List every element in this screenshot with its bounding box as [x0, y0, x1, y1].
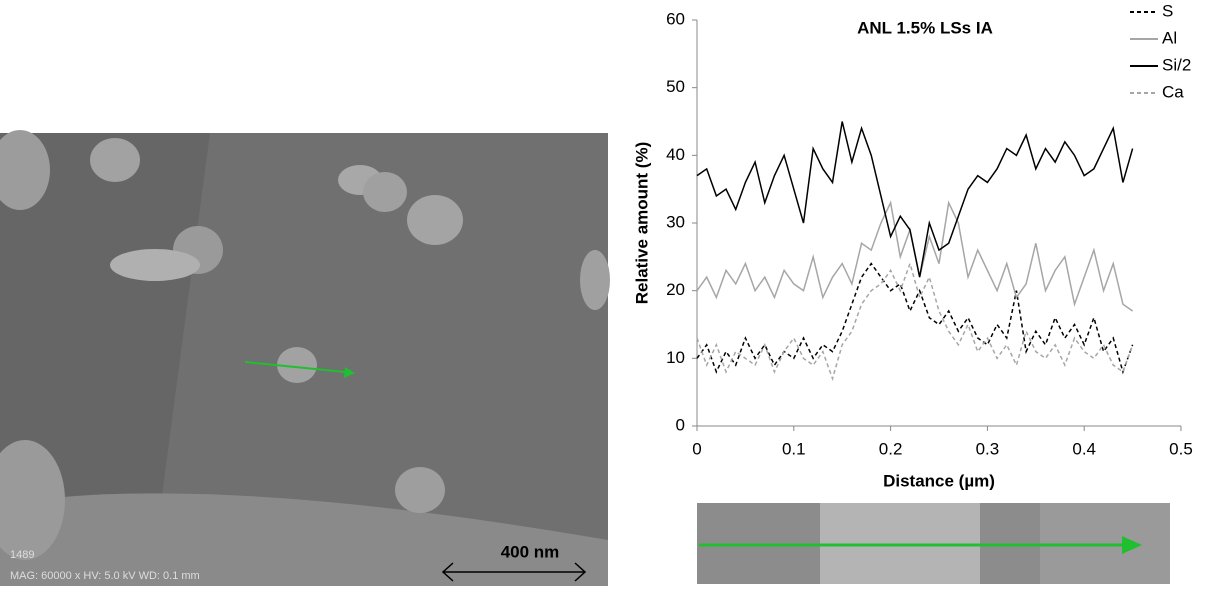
legend-label: S: [1162, 1, 1173, 20]
legend-label: Ca: [1162, 82, 1184, 101]
x-tick-label: 0: [692, 439, 701, 458]
y-tick-label: 40: [666, 145, 685, 164]
data-line: [696, 261, 1134, 382]
x-tick-label: 0.3: [976, 439, 1000, 458]
y-tick-label: 30: [666, 212, 685, 231]
y-tick-label: 50: [666, 77, 685, 96]
y-tick-label: 20: [666, 280, 685, 299]
line-scan-image: [697, 503, 1170, 584]
image-id: 1489: [10, 549, 34, 561]
legend-label: Al: [1162, 28, 1177, 47]
y-axis-label: Relative amount (%): [632, 142, 651, 304]
x-tick-label: 0.4: [1072, 439, 1096, 458]
x-tick-label: 0.2: [879, 439, 903, 458]
y-tick-label: 0: [676, 415, 685, 434]
x-tick-label: 0.5: [1169, 439, 1193, 458]
sem-image: 1489 MAG: 60000 x HV: 5.0 kV WD: 0.1 mm …: [0, 130, 610, 586]
x-tick-label: 0.1: [782, 439, 806, 458]
image-info: MAG: 60000 x HV: 5.0 kV WD: 0.1 mm: [10, 570, 200, 582]
legend-label: Si/2: [1162, 55, 1191, 74]
y-tick-label: 60: [666, 9, 685, 28]
data-line: [696, 121, 1134, 278]
data-line: [696, 262, 1134, 375]
chart-title: ANL 1.5% LSs IA: [857, 18, 993, 37]
y-tick-label: 10: [666, 348, 685, 367]
x-axis-label: Distance (µm): [883, 471, 995, 490]
scale-bar-label: 400 nm: [501, 542, 560, 561]
